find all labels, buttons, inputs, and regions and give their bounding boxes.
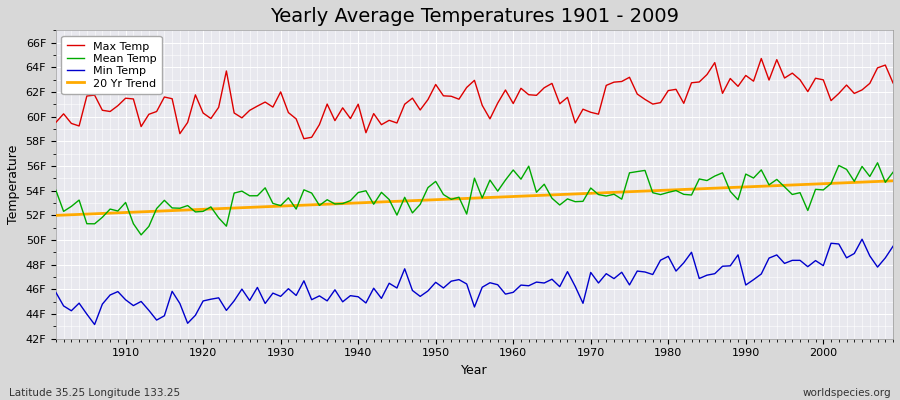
Max Temp xyxy=(756,56,767,61)
Min Temp xyxy=(121,298,131,302)
Mean Temp xyxy=(608,192,619,197)
Min Temp xyxy=(857,237,868,242)
20 Yr Trend xyxy=(329,202,340,206)
Mean Temp xyxy=(112,208,123,213)
Mean Temp xyxy=(516,177,526,182)
Mean Temp xyxy=(50,188,61,193)
Max Temp xyxy=(516,86,526,91)
Line: Max Temp: Max Temp xyxy=(56,58,893,139)
Line: Min Temp: Min Temp xyxy=(56,239,893,324)
Text: Latitude 35.25 Longitude 133.25: Latitude 35.25 Longitude 133.25 xyxy=(9,388,180,398)
Max Temp xyxy=(283,110,293,115)
Title: Yearly Average Temperatures 1901 - 2009: Yearly Average Temperatures 1901 - 2009 xyxy=(270,7,679,26)
Max Temp xyxy=(887,80,898,85)
Mean Temp xyxy=(872,160,883,165)
Min Temp xyxy=(516,283,526,288)
Min Temp xyxy=(887,244,898,249)
Max Temp xyxy=(112,103,123,108)
Max Temp xyxy=(508,101,518,106)
Mean Temp xyxy=(887,170,898,175)
Min Temp xyxy=(50,290,61,295)
20 Yr Trend xyxy=(112,210,123,215)
20 Yr Trend xyxy=(887,178,898,183)
Min Temp xyxy=(338,300,348,304)
Mean Temp xyxy=(338,201,348,206)
Line: 20 Yr Trend: 20 Yr Trend xyxy=(56,181,893,215)
Max Temp xyxy=(50,120,61,125)
Text: worldspecies.org: worldspecies.org xyxy=(803,388,891,398)
Min Temp xyxy=(508,290,518,295)
Y-axis label: Temperature: Temperature xyxy=(7,145,20,224)
20 Yr Trend xyxy=(50,213,61,218)
X-axis label: Year: Year xyxy=(461,364,488,377)
Legend: Max Temp, Mean Temp, Min Temp, 20 Yr Trend: Max Temp, Mean Temp, Min Temp, 20 Yr Tre… xyxy=(61,36,162,94)
20 Yr Trend xyxy=(500,194,511,199)
Mean Temp xyxy=(291,207,302,212)
20 Yr Trend xyxy=(508,194,518,199)
Mean Temp xyxy=(136,232,147,237)
20 Yr Trend xyxy=(283,203,293,208)
Min Temp xyxy=(89,322,100,327)
Min Temp xyxy=(608,276,619,281)
20 Yr Trend xyxy=(601,190,612,195)
Max Temp xyxy=(608,80,619,84)
Min Temp xyxy=(291,293,302,298)
Mean Temp xyxy=(508,168,518,172)
Line: Mean Temp: Mean Temp xyxy=(56,163,893,235)
Max Temp xyxy=(338,106,348,110)
Max Temp xyxy=(299,136,310,141)
